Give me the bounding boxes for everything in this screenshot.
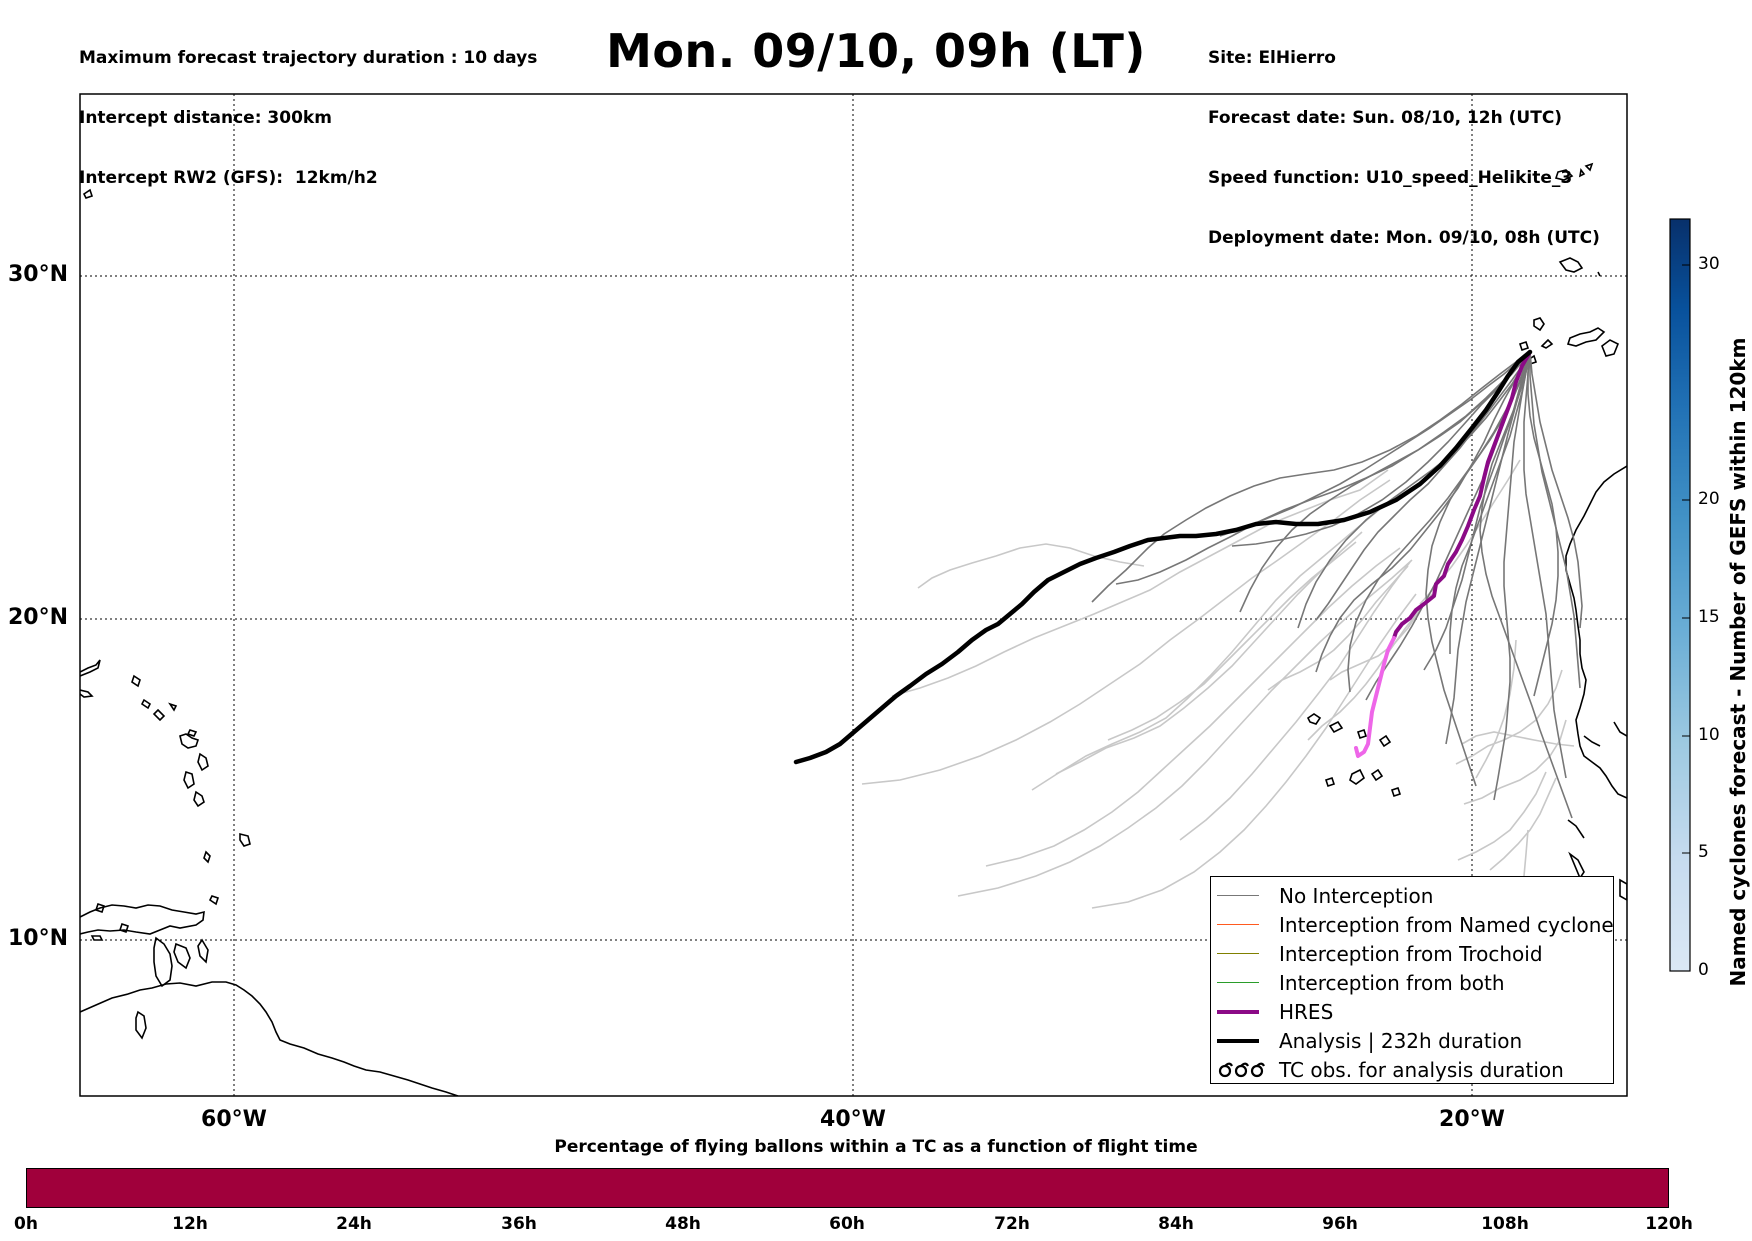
lon-label-20w: 20°W xyxy=(1439,1107,1505,1132)
deployment-date-text: Deployment date: Mon. 09/10, 08h (UTC) xyxy=(1208,228,1600,248)
legend-item-hres: HRES xyxy=(1211,997,1333,1026)
colorbar-tick-label: 20 xyxy=(1698,489,1720,509)
tc-tick-label: 12h xyxy=(172,1214,208,1234)
forecast-date-text: Forecast date: Sun. 08/10, 12h (UTC) xyxy=(1208,108,1563,128)
legend-item-named-cyclone: Interception from Named cyclone xyxy=(1211,910,1614,939)
intercept-rw2-text: Intercept RW2 (GFS): 12km/h2 xyxy=(79,168,378,188)
tc-obs-icon xyxy=(1218,1062,1265,1077)
legend-swatch xyxy=(1217,1009,1259,1014)
tc-tick-label: 96h xyxy=(1322,1214,1358,1234)
speed-function-text: Speed function: U10_speed_Helikite_3 xyxy=(1208,168,1573,188)
tc-tick-label: 0h xyxy=(14,1214,38,1234)
colorbar-tick-label: 5 xyxy=(1698,842,1709,862)
legend-item-no-interception: No Interception xyxy=(1211,881,1433,910)
coastline-americas xyxy=(80,188,459,1096)
page-title: Mon. 09/10, 09h (LT) xyxy=(606,24,1146,78)
legend-item-analysis: Analysis | 232h duration xyxy=(1211,1026,1522,1055)
legend-item-both: Interception from both xyxy=(1211,968,1505,997)
tc-tick-label: 108h xyxy=(1481,1214,1529,1234)
tc-tick-label: 84h xyxy=(1158,1214,1194,1234)
legend-item-tc-obs: TC obs. for analysis duration xyxy=(1211,1055,1564,1084)
tc-tick-label: 24h xyxy=(336,1214,372,1234)
header-info-right: Site: ElHierro Forecast date: Sun. 08/10… xyxy=(1208,8,1600,268)
legend-item-trochoid: Interception from Trochoid xyxy=(1211,939,1543,968)
legend-label: Interception from Trochoid xyxy=(1279,941,1543,966)
legend-label: Interception from both xyxy=(1279,970,1505,995)
cyclone-colorbar xyxy=(1669,218,1691,972)
legend-swatch xyxy=(1217,953,1259,954)
analysis-path xyxy=(793,349,1533,765)
tc-tick-label: 36h xyxy=(501,1214,537,1234)
lat-label-30n: 30°N xyxy=(8,262,69,287)
legend-label: TC obs. for analysis duration xyxy=(1279,1057,1564,1082)
coastline-africa xyxy=(1306,162,1627,901)
colorbar-gradient xyxy=(1669,218,1691,972)
map-frame xyxy=(79,93,1628,1097)
tc-tick-label: 120h xyxy=(1645,1214,1693,1234)
legend-label: No Interception xyxy=(1279,883,1434,908)
legend-label: HRES xyxy=(1279,999,1334,1024)
legend-swatch xyxy=(1217,982,1259,983)
tc-tick-label: 60h xyxy=(829,1214,865,1234)
tc-tick-label: 72h xyxy=(994,1214,1030,1234)
legend-swatch xyxy=(1217,1038,1259,1043)
colorbar-tick-label: 15 xyxy=(1698,607,1720,627)
hres-trajectory xyxy=(1354,350,1532,758)
map-legend: No Interception Interception from Named … xyxy=(1210,876,1614,1084)
tc-bar-caption: Percentage of flying ballons within a TC… xyxy=(554,1137,1198,1157)
site-text: Site: ElHierro xyxy=(1208,48,1336,68)
legend-label: Interception from Named cyclone xyxy=(1279,912,1614,937)
max-duration-text: Maximum forecast trajectory duration : 1… xyxy=(79,48,538,68)
legend-label: Analysis | 232h duration xyxy=(1279,1028,1523,1053)
tc-tick-label: 48h xyxy=(665,1214,701,1234)
legend-swatch xyxy=(1217,924,1259,925)
lon-label-40w: 40°W xyxy=(820,1107,886,1132)
colorbar-tick-label: 0 xyxy=(1698,960,1709,980)
lat-label-10n: 10°N xyxy=(8,926,69,951)
lon-label-60w: 60°W xyxy=(201,1107,267,1132)
intercept-distance-text: Intercept distance: 300km xyxy=(79,108,332,128)
no-interception-trajectories xyxy=(1091,351,1583,819)
colorbar-title: Named cyclones forecast - Number of GEFS… xyxy=(1726,337,1750,987)
colorbar-tick-label: 30 xyxy=(1698,254,1720,274)
header-info-left: Maximum forecast trajectory duration : 1… xyxy=(79,8,537,208)
lat-label-20n: 20°N xyxy=(8,605,69,630)
legend-swatch xyxy=(1217,895,1259,896)
colorbar-tick-label: 10 xyxy=(1698,725,1720,745)
tc-percentage-bar xyxy=(26,1168,1669,1208)
